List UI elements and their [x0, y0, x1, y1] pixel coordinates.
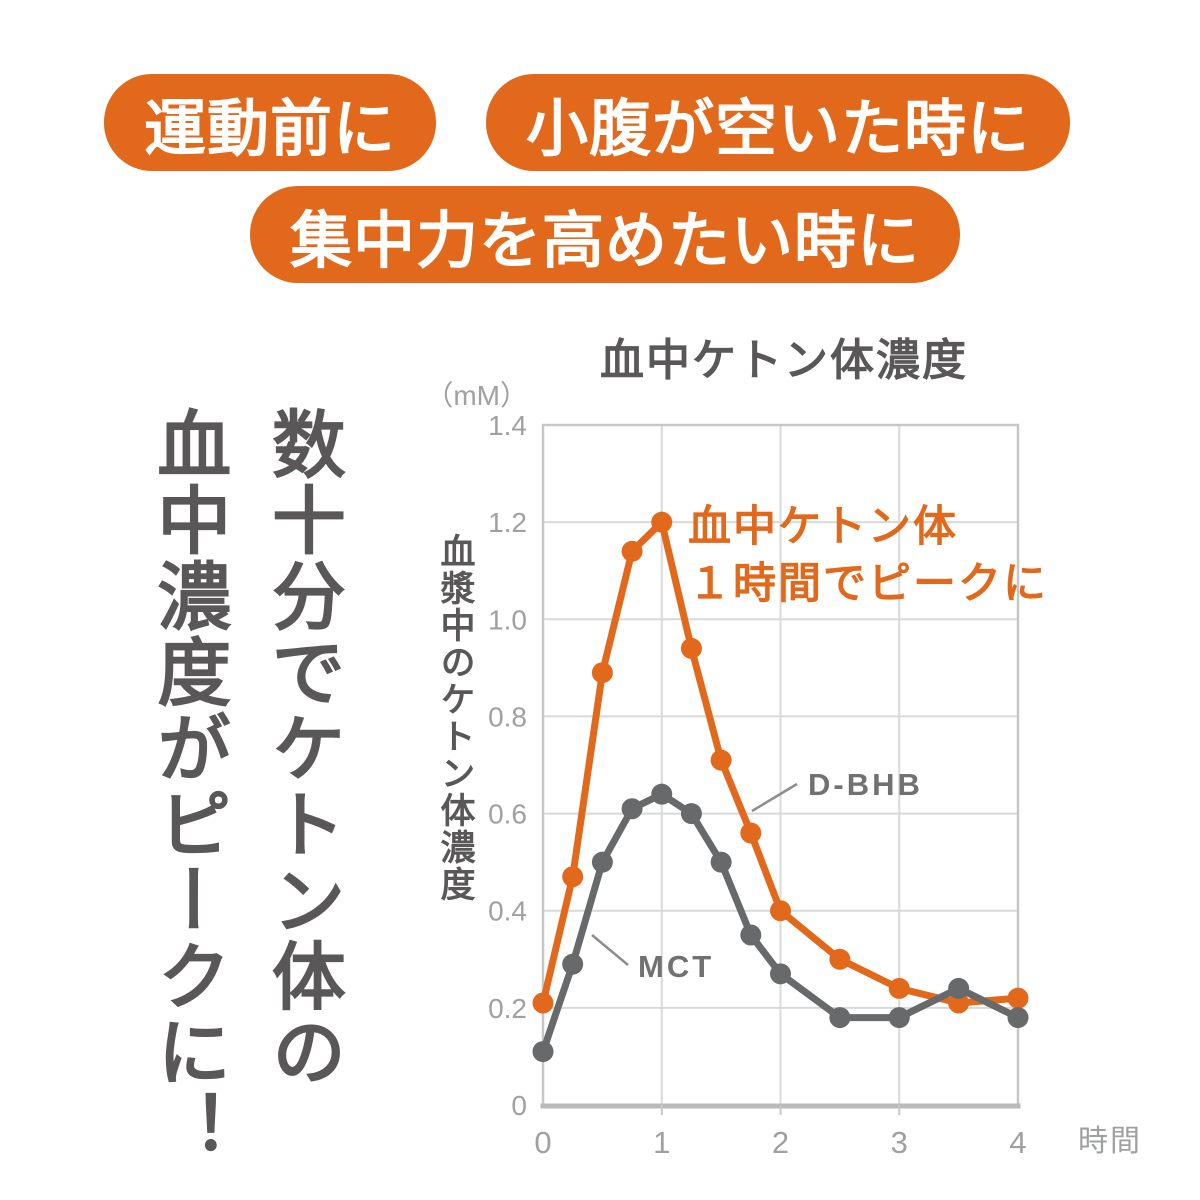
data-point-D-BHB — [532, 992, 554, 1014]
data-point-D-BHB — [651, 511, 673, 533]
data-point-D-BHB — [680, 637, 702, 659]
data-point-D-BHB — [621, 540, 643, 562]
x-tick-label: 4 — [1009, 1125, 1026, 1160]
headline-line1: 数十分でケトン体の — [261, 406, 345, 1090]
annotation-line1: 血中ケトン体 — [688, 503, 958, 551]
badge-before-exercise: 運動前に — [104, 74, 437, 171]
data-point-MCT — [710, 851, 732, 873]
data-point-MCT — [680, 803, 702, 825]
x-tick-label: 2 — [772, 1125, 789, 1160]
mct-leader-line — [591, 934, 629, 966]
badge-when-hungry: 小腹が空いた時に — [486, 74, 1071, 171]
series-label-mct: MCT — [638, 949, 714, 984]
y-tick-label: 1.0 — [488, 604, 527, 635]
data-point-D-BHB — [948, 992, 970, 1014]
badge-when-hungry-label: 小腹が空いた時に — [526, 94, 1031, 164]
x-tick-label: 1 — [653, 1125, 670, 1160]
ketone-chart: 0 0.2 0.4 0.6 0.8 1.0 1.2 1.4 0 1 2 3 4 血中ケトン体濃度 （mM… — [420, 325, 1180, 1185]
y-tick-label: 0.8 — [488, 701, 527, 732]
x-axis-label: 時間 — [1078, 1125, 1142, 1158]
series-label-dbhb: D-BHB — [808, 767, 923, 802]
data-point-MCT — [770, 963, 791, 985]
x-tick-label: 0 — [534, 1125, 551, 1160]
badge-focus-label: 集中力を高めたい時に — [290, 206, 921, 276]
y-unit-label: （mM） — [425, 380, 528, 411]
data-point-MCT — [740, 924, 762, 946]
data-point-D-BHB — [562, 866, 584, 888]
data-point-D-BHB — [888, 977, 910, 999]
headline-line2: 血中濃度がピークに！ — [146, 406, 230, 1166]
chart-plot-area: 0 0.2 0.4 0.6 0.8 1.0 1.2 1.4 0 1 2 3 4 — [488, 410, 1029, 1160]
data-point-MCT — [562, 953, 584, 975]
data-point-MCT — [888, 1007, 910, 1029]
badge-focus: 集中力を高めたい時に — [250, 186, 961, 283]
data-point-MCT — [829, 1007, 851, 1029]
y-tick-label: 1.4 — [488, 410, 527, 441]
data-point-D-BHB — [770, 900, 791, 922]
y-tick-label: 1.2 — [488, 507, 527, 538]
data-point-D-BHB — [1007, 987, 1029, 1009]
ketone-chart-svg: 0 0.2 0.4 0.6 0.8 1.0 1.2 1.4 0 1 2 3 4 血中ケトン体濃度 （mM… — [425, 336, 1142, 1160]
data-point-MCT — [651, 783, 673, 805]
chart-title: 血中ケトン体濃度 — [600, 336, 968, 385]
y-tick-label: 0.4 — [488, 896, 527, 927]
data-point-MCT — [591, 851, 613, 873]
data-point-MCT — [532, 1041, 554, 1063]
data-point-D-BHB — [591, 662, 613, 684]
data-point-MCT — [621, 798, 643, 820]
data-point-D-BHB — [710, 749, 732, 771]
chart-y-axis-title: 血漿中のケトン体濃度 — [435, 533, 475, 903]
badge-before-exercise-label: 運動前に — [144, 94, 397, 164]
vertical-headline: 数十分でケトン体の 血中濃度がピークに！ — [130, 406, 359, 1200]
dbhb-leader-line — [751, 782, 798, 813]
data-point-MCT — [948, 977, 970, 999]
data-point-D-BHB — [829, 948, 851, 970]
annotation-line2: １時間でピークに — [688, 560, 1048, 608]
x-tick-label: 3 — [891, 1125, 908, 1160]
data-point-MCT — [1007, 1007, 1029, 1029]
y-tick-label: 0.6 — [488, 799, 527, 830]
y-tick-label: 0.2 — [488, 993, 527, 1024]
data-point-D-BHB — [740, 822, 762, 844]
y-tick-label: 0 — [511, 1090, 527, 1121]
